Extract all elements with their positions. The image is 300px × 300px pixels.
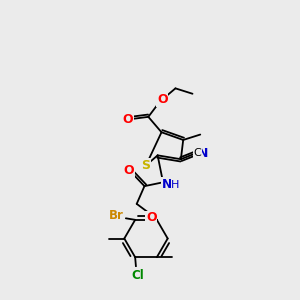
Text: Br: Br	[109, 209, 124, 223]
Text: O: O	[146, 211, 157, 224]
Text: N: N	[197, 146, 208, 160]
Text: C: C	[193, 148, 201, 158]
Text: Cl: Cl	[131, 269, 144, 282]
Text: O: O	[124, 164, 134, 177]
Text: O: O	[123, 113, 134, 126]
Text: O: O	[157, 93, 168, 106]
Text: N: N	[162, 178, 172, 191]
Text: H: H	[171, 180, 180, 190]
Text: S: S	[142, 159, 151, 172]
